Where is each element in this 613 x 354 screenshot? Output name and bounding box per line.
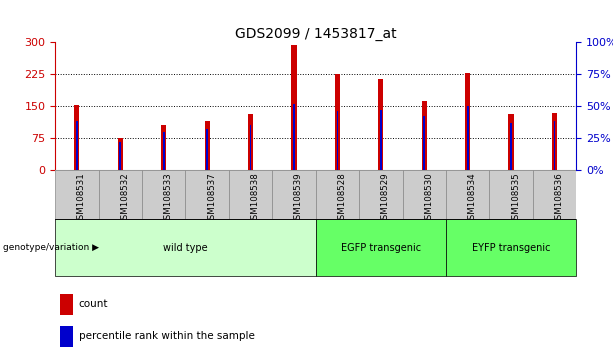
Bar: [446, 170, 489, 219]
Text: GSM108529: GSM108529: [381, 172, 390, 224]
Bar: [60, 294, 74, 315]
Bar: [60, 326, 74, 347]
Bar: [55, 170, 99, 219]
Bar: [337, 111, 338, 170]
Bar: [403, 170, 446, 219]
Bar: [489, 170, 533, 219]
Bar: [316, 170, 359, 219]
Text: EGFP transgenic: EGFP transgenic: [341, 243, 421, 253]
Bar: [249, 125, 251, 170]
Text: GSM108534: GSM108534: [468, 172, 477, 225]
Bar: [465, 73, 470, 170]
Text: GSM108536: GSM108536: [555, 172, 563, 225]
Bar: [467, 106, 468, 170]
Text: GSM108531: GSM108531: [77, 172, 86, 225]
Bar: [510, 123, 512, 170]
Bar: [248, 114, 253, 170]
Bar: [508, 114, 514, 170]
Text: GSM108539: GSM108539: [294, 172, 303, 224]
Title: GDS2099 / 1453817_at: GDS2099 / 1453817_at: [235, 28, 397, 41]
Bar: [380, 110, 382, 170]
Bar: [76, 121, 78, 170]
Bar: [185, 170, 229, 219]
Text: count: count: [78, 299, 108, 309]
Text: genotype/variation ▶: genotype/variation ▶: [3, 243, 99, 252]
Bar: [335, 74, 340, 170]
Bar: [205, 121, 210, 170]
Text: EYFP transgenic: EYFP transgenic: [472, 243, 550, 253]
Bar: [378, 79, 384, 170]
Bar: [272, 170, 316, 219]
Bar: [161, 125, 166, 170]
Text: wild type: wild type: [163, 243, 208, 253]
Bar: [163, 132, 164, 170]
Text: GSM108537: GSM108537: [207, 172, 216, 225]
Bar: [142, 170, 185, 219]
Bar: [554, 121, 555, 170]
Text: GSM108532: GSM108532: [120, 172, 129, 225]
Text: GSM108530: GSM108530: [424, 172, 433, 225]
Bar: [316, 219, 446, 276]
Bar: [291, 45, 297, 170]
Bar: [120, 142, 121, 170]
Text: percentile rank within the sample: percentile rank within the sample: [78, 331, 254, 341]
Text: GSM108533: GSM108533: [164, 172, 173, 225]
Bar: [359, 170, 403, 219]
Text: GSM108538: GSM108538: [251, 172, 259, 225]
Bar: [293, 104, 295, 170]
Bar: [446, 219, 576, 276]
Bar: [552, 113, 557, 170]
Bar: [533, 170, 576, 219]
Bar: [99, 170, 142, 219]
Bar: [229, 170, 272, 219]
Bar: [422, 101, 427, 170]
Bar: [424, 116, 425, 170]
Bar: [206, 129, 208, 170]
Bar: [118, 138, 123, 170]
Text: GSM108528: GSM108528: [337, 172, 346, 225]
Bar: [74, 105, 80, 170]
Text: GSM108535: GSM108535: [511, 172, 520, 225]
Bar: [55, 219, 316, 276]
